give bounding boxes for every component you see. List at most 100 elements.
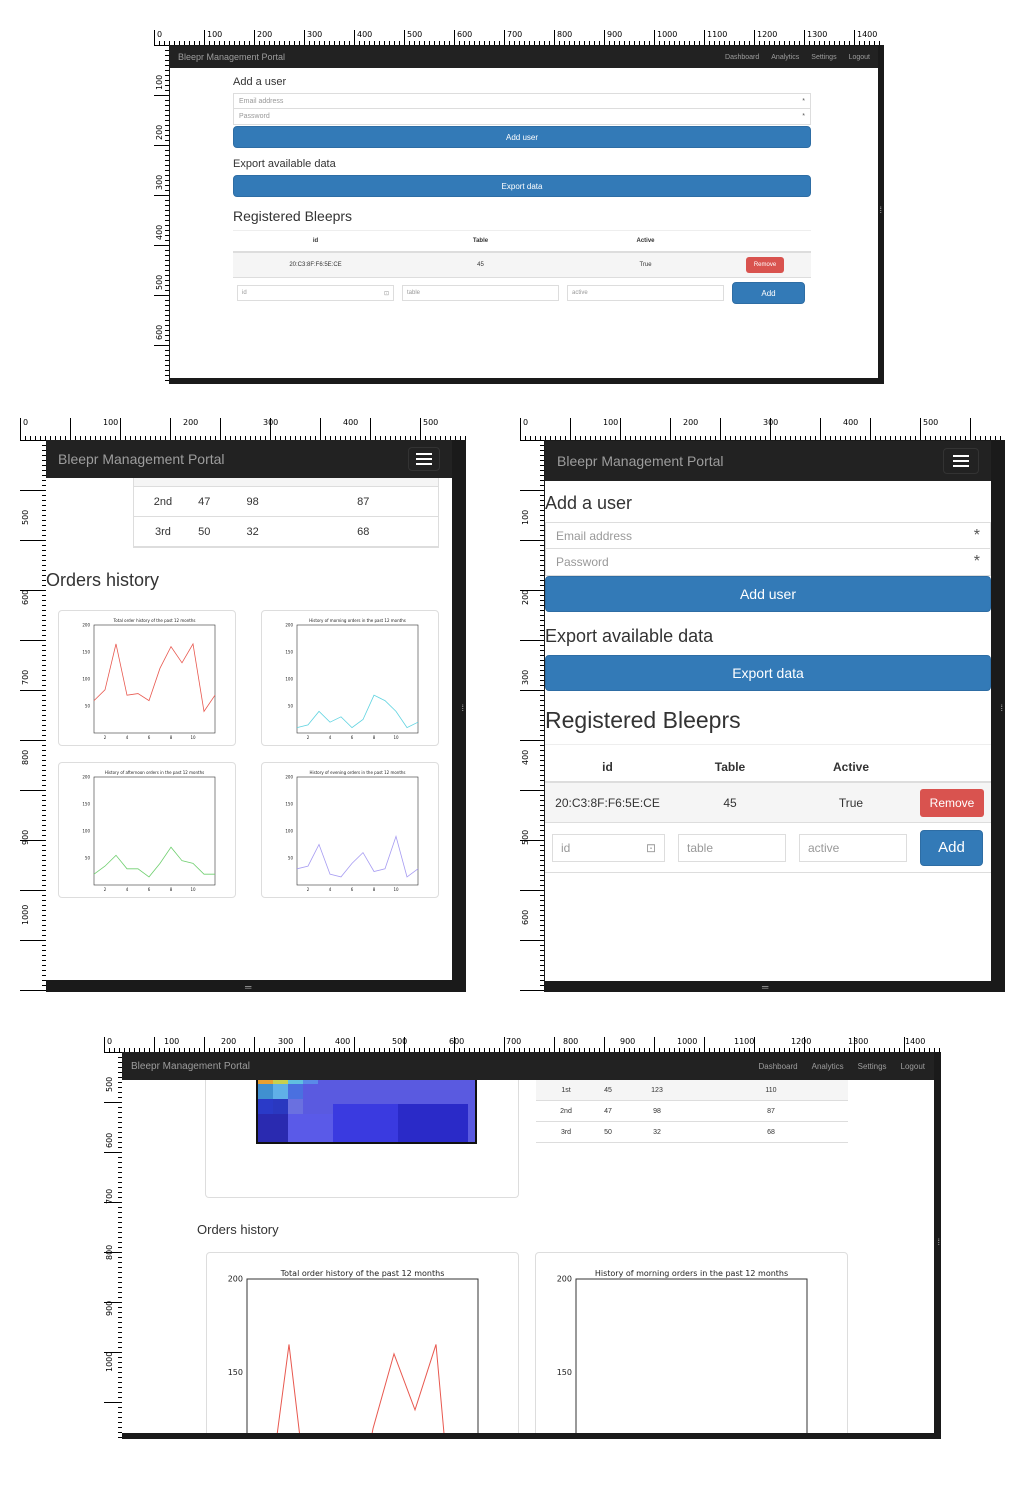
table-input[interactable]: table (402, 285, 559, 301)
ruler-tick-label: 1300 (807, 30, 828, 39)
nav-settings[interactable]: Settings (811, 53, 837, 61)
export-data-button[interactable]: Export data (545, 655, 991, 691)
chart-panel-morning: History of morning orders in the past 12… (261, 610, 439, 746)
vertical-ruler: 500 600 700 800 900 1000 (104, 1052, 122, 1439)
y-tick-label: 150 (557, 1368, 572, 1377)
ruler-tick-label: 300 (263, 418, 279, 427)
ruler-tick-label: 500 (21, 509, 30, 525)
ruler-tick-label: 300 (278, 1037, 294, 1046)
resize-handle-icon[interactable]: ⁞ (879, 205, 882, 215)
x-tick-label: 8 (170, 735, 173, 740)
ruler-tick-label: 700 (105, 1188, 114, 1204)
viewport: Bleepr Management Portal Add a user Emai… (545, 441, 991, 981)
table-cell: 1st (561, 1086, 571, 1094)
y-tick-label: 100 (82, 828, 90, 833)
ruler-tick-label: 600 (21, 589, 30, 605)
nav-analytics[interactable]: Analytics (811, 1061, 844, 1071)
remove-button[interactable]: Remove (920, 788, 984, 817)
id-input[interactable]: id ⊡ (237, 285, 394, 301)
export-data-button[interactable]: Export data (233, 175, 811, 197)
y-tick-label: 200 (285, 622, 293, 627)
ruler-tick-label: 900 (620, 1037, 636, 1046)
ruler-tick-label: 200 (521, 589, 530, 605)
add-user-button[interactable]: Add user (233, 126, 811, 148)
y-tick-label: 150 (82, 649, 90, 654)
series-line (296, 835, 419, 878)
table-cell: 110 (765, 1086, 777, 1094)
table-cell: 98 (653, 1107, 661, 1115)
ruler-tick-label: 600 (105, 1132, 114, 1148)
resize-handle-icon[interactable]: ═ (245, 982, 252, 992)
nav-dashboard[interactable]: Dashboard (725, 53, 760, 61)
ruler-tick-label: 700 (21, 669, 30, 685)
ruler-tick-label: 0 (157, 30, 163, 39)
nav-settings[interactable]: Settings (857, 1061, 887, 1071)
add-button[interactable]: Add (732, 282, 805, 304)
table-cell: 87 (357, 495, 370, 508)
ruler-tick-label: 1000 (657, 30, 678, 39)
password-field[interactable]: Password * (233, 109, 811, 125)
hamburger-menu-icon[interactable] (943, 448, 979, 474)
ruler-tick-label: 400 (843, 418, 859, 427)
plot-frame (93, 776, 216, 886)
y-tick-label: 50 (288, 855, 294, 860)
registered-bleeprs-title: Registered Bleeprs (233, 208, 353, 224)
x-tick-label: 2 (104, 887, 107, 892)
brand[interactable]: Bleepr Management Portal (131, 1060, 250, 1072)
nav-dashboard[interactable]: Dashboard (758, 1061, 798, 1071)
ruler-tick-label: 1100 (707, 30, 728, 39)
ruler-tick-label: 200 (257, 30, 273, 39)
table-input[interactable]: table (678, 833, 786, 862)
add-user-button[interactable]: Add user (545, 576, 991, 612)
bleeprs-table: id Table Active 20:C3:8F:F6:5E:CE 45 Tru… (545, 744, 991, 873)
ruler-tick-label: 200 (183, 418, 199, 427)
active-input[interactable]: active (799, 833, 907, 862)
email-field[interactable]: Email address * (233, 93, 811, 109)
resize-handle-icon[interactable]: ⁞ (937, 1237, 940, 1247)
nav-logout[interactable]: Logout (848, 53, 870, 61)
brand[interactable]: Bleepr Management Portal (178, 52, 286, 62)
chart-panel-total: Total order history of the past 12 month… (58, 610, 236, 746)
add-button[interactable]: Add (920, 829, 983, 866)
vertical-ruler: 500 600 700 800 900 1000 (20, 440, 46, 992)
table-row: 3rd 50 32 68 (536, 1122, 848, 1143)
orders-history-title: Orders history (197, 1222, 279, 1237)
ruler-tick-label: 900 (105, 1300, 114, 1316)
morning-orders-chart: History of morning orders in the past 12… (285, 618, 419, 740)
series-line (93, 846, 215, 878)
ruler-tick-label: 100 (603, 418, 619, 427)
heatmap-cell (258, 1084, 273, 1099)
ruler-tick-label: 1200 (791, 1037, 812, 1046)
plot-frame (296, 624, 419, 734)
chart-panel-afternoon: History of afternoon orders in the past … (58, 762, 236, 898)
brand[interactable]: Bleepr Management Portal (557, 453, 724, 469)
email-field[interactable]: Email address * (545, 522, 991, 549)
horizontal-ruler: 0 100 200 300 400 500 600 700 800 900 1000 1100 1200… (154, 30, 884, 45)
hamburger-menu-icon[interactable] (408, 447, 440, 471)
ruler-tick-label: 300 (155, 174, 164, 190)
ruler-tick-label: 500 (407, 30, 423, 39)
x-tick-label: 10 (393, 735, 399, 740)
x-tick-label: 4 (126, 735, 129, 740)
y-tick-label: 50 (288, 703, 294, 708)
form-container: Add a user Email address * Password * Add … (545, 493, 991, 873)
brand[interactable]: Bleepr Management Portal (58, 451, 225, 467)
resize-handle-icon[interactable]: ═ (762, 982, 769, 992)
active-input[interactable]: active (567, 285, 724, 301)
id-input[interactable]: id ⊡ (552, 833, 665, 862)
table-cell: 68 (357, 525, 370, 538)
x-tick-label: 2 (307, 887, 310, 892)
form-container: Add a user Email address * Password * Add … (233, 76, 811, 308)
ruler-tick-label: 600 (457, 30, 473, 39)
ruler-tick-label: 900 (21, 829, 30, 845)
table-cell: 50 (604, 1128, 612, 1136)
chart-title: History of afternoon orders in the past … (105, 770, 204, 775)
resize-handle-icon[interactable]: ⁞ (461, 703, 464, 713)
ruler-tick-label: 200 (683, 418, 699, 427)
nav-logout[interactable]: Logout (900, 1061, 925, 1071)
resize-handle-icon[interactable]: ⁞ (1000, 703, 1003, 713)
remove-button[interactable]: Remove (746, 257, 784, 273)
password-field[interactable]: Password * (545, 549, 991, 576)
nav-analytics[interactable]: Analytics (771, 53, 800, 61)
table-cell: 45 (604, 1086, 612, 1094)
